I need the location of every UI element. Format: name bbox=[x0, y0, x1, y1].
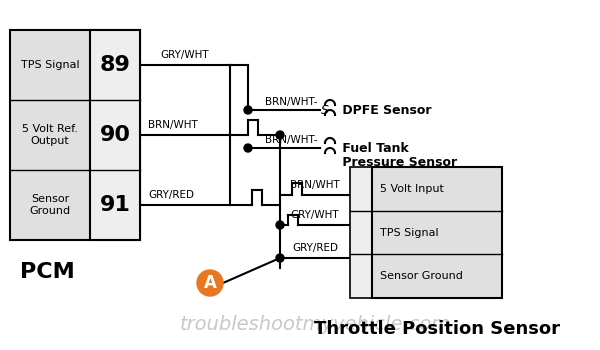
Text: BRN/WHT-: BRN/WHT- bbox=[265, 135, 318, 145]
Text: GRY/RED: GRY/RED bbox=[292, 243, 338, 253]
Circle shape bbox=[276, 254, 284, 262]
Circle shape bbox=[244, 144, 252, 152]
Text: PCM: PCM bbox=[20, 262, 75, 282]
Text: Sensor Ground: Sensor Ground bbox=[380, 271, 463, 281]
Circle shape bbox=[197, 270, 223, 296]
Text: A: A bbox=[203, 274, 217, 292]
Text: GRY/WHT: GRY/WHT bbox=[290, 210, 340, 220]
Text: Throttle Position Sensor: Throttle Position Sensor bbox=[314, 320, 560, 338]
Bar bbox=[350, 167, 372, 298]
Text: Pressure Sensor: Pressure Sensor bbox=[338, 155, 457, 168]
Text: TPS Signal: TPS Signal bbox=[380, 228, 439, 238]
Text: DPFE Sensor: DPFE Sensor bbox=[338, 104, 431, 117]
Text: BRN/WHT: BRN/WHT bbox=[290, 180, 340, 190]
Circle shape bbox=[276, 221, 284, 229]
Bar bbox=[372, 167, 502, 298]
Text: Fuel Tank: Fuel Tank bbox=[338, 141, 409, 154]
Text: S: S bbox=[321, 104, 329, 117]
Text: GRY/WHT: GRY/WHT bbox=[161, 50, 209, 60]
Text: Sensor
Ground: Sensor Ground bbox=[29, 194, 71, 216]
Text: 90: 90 bbox=[100, 125, 131, 145]
Text: 5 Volt Input: 5 Volt Input bbox=[380, 184, 444, 194]
Text: 5 Volt Ref.
Output: 5 Volt Ref. Output bbox=[22, 124, 78, 146]
Text: TPS Signal: TPS Signal bbox=[20, 60, 79, 70]
Text: GRY/RED: GRY/RED bbox=[148, 190, 194, 200]
Text: BRN/WHT: BRN/WHT bbox=[148, 120, 198, 130]
Text: BRN/WHT-: BRN/WHT- bbox=[265, 97, 318, 107]
Bar bbox=[90, 30, 140, 240]
Text: 89: 89 bbox=[100, 55, 130, 75]
Circle shape bbox=[276, 131, 284, 139]
Bar bbox=[10, 30, 140, 240]
Text: 91: 91 bbox=[100, 195, 130, 215]
Text: troubleshootmyvehicle.com: troubleshootmyvehicle.com bbox=[180, 315, 451, 335]
Circle shape bbox=[244, 106, 252, 114]
